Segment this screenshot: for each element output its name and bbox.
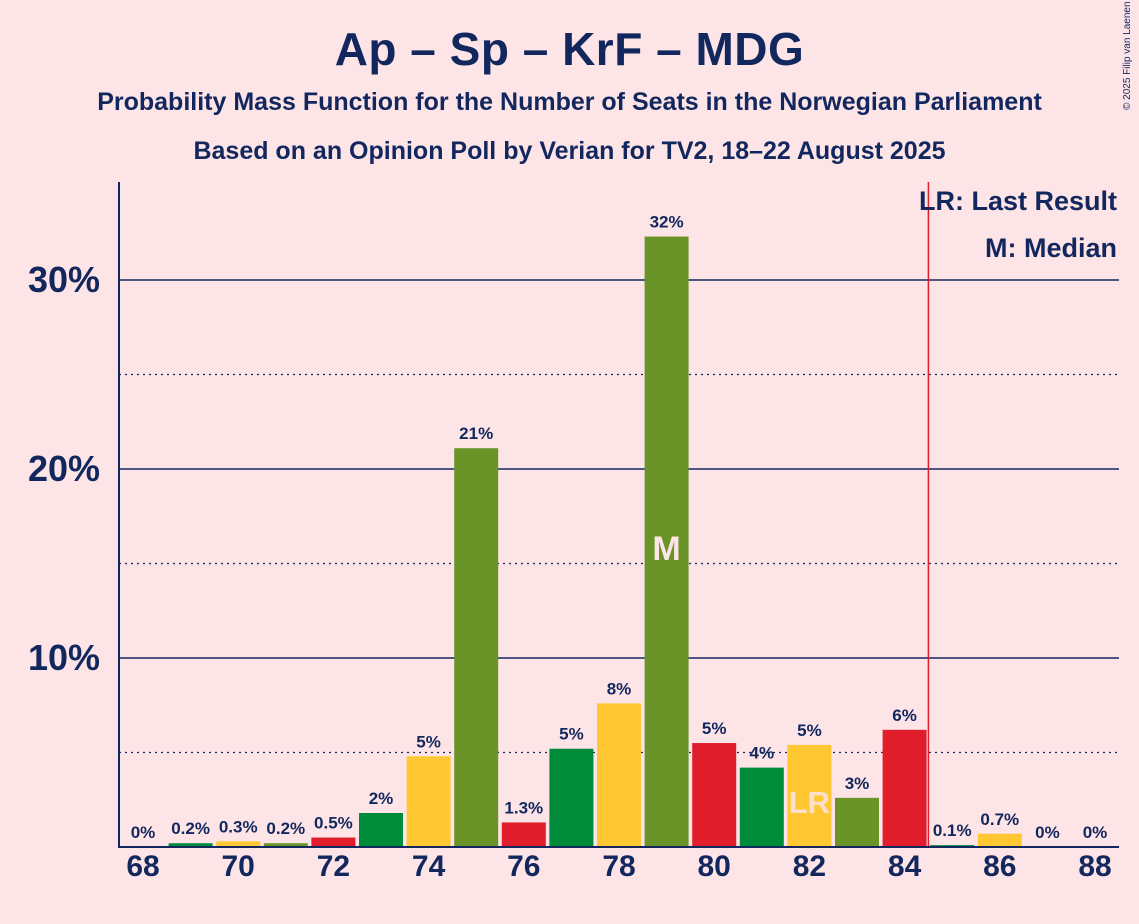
bar-86 — [977, 833, 1022, 847]
chart-title: Ap – Sp – KrF – MDG — [334, 23, 805, 75]
bar-79 — [644, 236, 689, 847]
x-tick-88: 88 — [1078, 850, 1111, 883]
bar-label-81: 4% — [750, 744, 775, 763]
bar-label-80: 5% — [702, 719, 727, 738]
bar-72 — [311, 837, 356, 847]
bar-label-83: 3% — [845, 774, 870, 793]
bar-73 — [359, 812, 403, 847]
x-tick-86: 86 — [983, 850, 1016, 883]
bar-83 — [835, 797, 879, 847]
y-tick-10: 10% — [28, 637, 100, 678]
bar-label-85: 0.1% — [933, 821, 972, 840]
x-tick-labels: 68 70 72 74 76 78 80 82 84 86 88 — [126, 850, 1111, 883]
bar-label-86: 0.7% — [980, 810, 1019, 829]
y-tick-labels: 10% 20% 30% — [28, 259, 100, 678]
bar-label-76: 1.3% — [504, 798, 543, 817]
bar-label-77: 5% — [559, 725, 584, 744]
bar-76 — [501, 822, 546, 847]
bar-markers: M LR — [652, 530, 830, 820]
bar-label-79: 32% — [650, 213, 684, 232]
median-marker: M — [652, 530, 680, 568]
legend: LR: Last Result M: Median — [919, 186, 1117, 263]
bar-label-75: 21% — [459, 424, 493, 443]
chart-subtitle: Probability Mass Function for the Number… — [97, 88, 1042, 116]
bar-77 — [549, 748, 594, 847]
bars — [168, 236, 1022, 847]
x-tick-76: 76 — [507, 850, 540, 883]
x-tick-84: 84 — [888, 850, 922, 883]
bar-label-82: 5% — [797, 721, 822, 740]
bar-70 — [216, 841, 261, 847]
y-tick-20: 20% — [28, 448, 100, 489]
bar-74 — [406, 756, 451, 847]
bar-label-84: 6% — [892, 706, 917, 725]
bar-69 — [168, 843, 213, 847]
x-tick-78: 78 — [602, 850, 635, 883]
x-tick-74: 74 — [412, 850, 446, 883]
bar-80 — [692, 743, 737, 847]
bar-label-73: 2% — [369, 789, 394, 808]
bar-84 — [882, 729, 927, 847]
bar-label-74: 5% — [416, 732, 441, 751]
legend-entry-1: M: Median — [985, 233, 1117, 263]
legend-entry-0: LR: Last Result — [919, 186, 1117, 216]
x-tick-72: 72 — [317, 850, 350, 883]
y-tick-30: 30% — [28, 259, 100, 300]
bar-label-72: 0.5% — [314, 814, 353, 833]
x-tick-70: 70 — [222, 850, 255, 883]
x-tick-82: 82 — [793, 850, 826, 883]
bar-label-70: 0.3% — [219, 817, 258, 836]
bar-82 — [787, 744, 832, 847]
bar-label-88: 0% — [1083, 823, 1108, 842]
bar-label-71: 0.2% — [266, 819, 305, 838]
bar-label-68: 0% — [131, 823, 156, 842]
bar-78 — [597, 703, 641, 847]
bar-71 — [263, 843, 308, 847]
bar-label-69: 0.2% — [171, 819, 210, 838]
chart-source-line: Based on an Opinion Poll by Verian for T… — [193, 137, 946, 165]
bar-81 — [739, 767, 784, 847]
bar-label-87: 0% — [1035, 823, 1060, 842]
x-tick-80: 80 — [698, 850, 731, 883]
axes — [118, 182, 1119, 848]
last-result-marker: LR — [789, 785, 830, 820]
bar-label-78: 8% — [607, 679, 632, 698]
bar-75 — [454, 448, 499, 847]
bar-value-labels: 0% 0.2% 0.3% 0.2% 0.5% 2% 5% 21% 1.3% 5% 8% 32% 5% 4%… — [131, 213, 1108, 842]
x-tick-68: 68 — [126, 850, 159, 883]
